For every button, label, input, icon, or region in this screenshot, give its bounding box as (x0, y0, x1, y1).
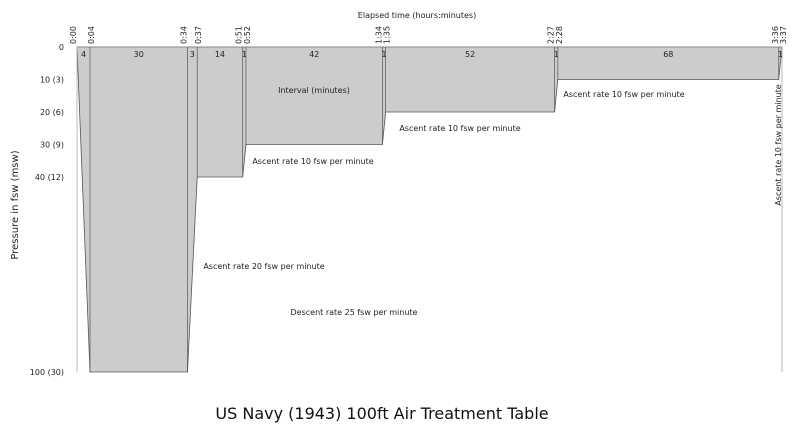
descent-annotation: Descent rate 25 fsw per minute (291, 308, 418, 317)
y-tick-label: 30 (9) (40, 141, 64, 150)
y-tick-label: 10 (3) (40, 76, 64, 85)
interval-value: 3 (190, 50, 195, 59)
time-tick-label: 3:36 (771, 26, 780, 44)
y-tick-label: 100 (30) (30, 368, 64, 377)
interval-value: 68 (663, 50, 673, 59)
ascent10-annotation-d: Ascent rate 10 fsw per minute (774, 84, 783, 205)
interval-value: 30 (134, 50, 144, 59)
interval-label: Interval (minutes) (278, 86, 350, 95)
interval-value: 4 (81, 50, 86, 59)
chart-title: US Navy (1943) 100ft Air Treatment Table (215, 404, 548, 423)
time-tick-label: 0:04 (87, 26, 96, 44)
interval-value: 1 (242, 50, 247, 59)
time-tick-label: 0:00 (69, 26, 78, 44)
ascent10-annotation-b: Ascent rate 10 fsw per minute (399, 124, 520, 133)
time-tick-label: 0:51 (235, 26, 244, 44)
ascent10-annotation-a: Ascent rate 10 fsw per minute (252, 157, 373, 166)
y-tick-label: 0 (59, 43, 64, 52)
ascent20-annotation: Ascent rate 20 fsw per minute (203, 262, 324, 271)
top-axis-label: Elapsed time (hours:minutes) (358, 11, 476, 20)
time-tick-label: 2:28 (555, 26, 564, 44)
time-tick-label: 0:52 (243, 26, 252, 44)
interval-value: 1 (381, 50, 386, 59)
y-tick-label: 20 (6) (40, 108, 64, 117)
interval-value: 14 (215, 50, 225, 59)
interval-value: 42 (309, 50, 319, 59)
y-axis-label: Pressure in fsw (msw) (10, 150, 21, 259)
ascent10-annotation-c: Ascent rate 10 fsw per minute (563, 90, 684, 99)
time-tick-label: 1:34 (374, 26, 383, 44)
time-tick-label: 0:34 (179, 26, 188, 44)
time-tick-label: 1:35 (383, 26, 392, 44)
time-tick-label: 3:37 (779, 26, 788, 44)
time-tick-label: 0:37 (194, 26, 203, 44)
y-tick-label: 40 (12) (35, 173, 64, 182)
interval-value: 1 (778, 50, 783, 59)
interval-value: 1 (554, 50, 559, 59)
time-tick-label: 2:27 (547, 26, 556, 44)
interval-value: 52 (465, 50, 475, 59)
